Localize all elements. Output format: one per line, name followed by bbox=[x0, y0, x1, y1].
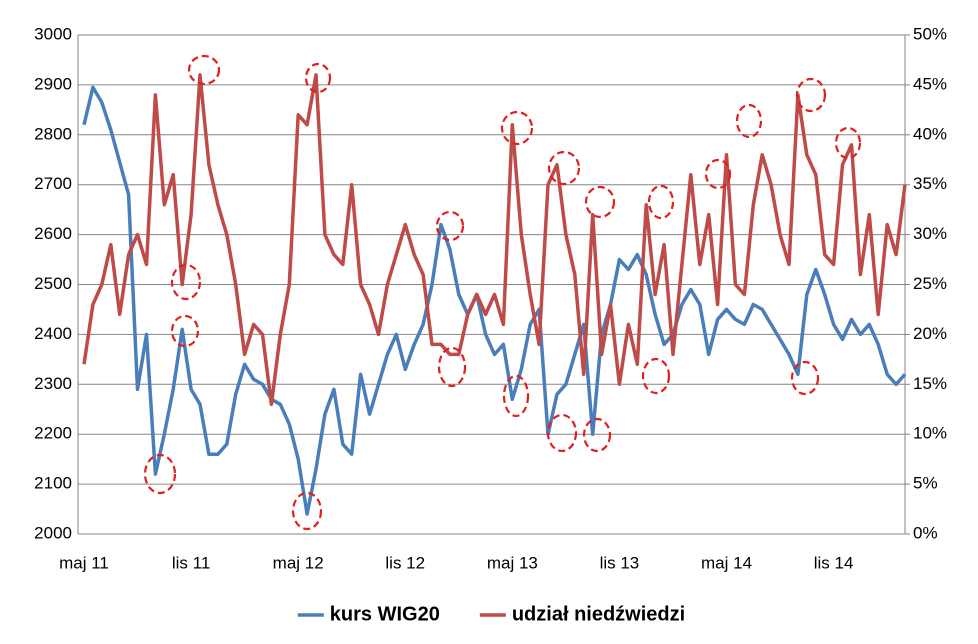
legend-label: udział niedźwiedzi bbox=[512, 603, 685, 625]
y2-tick-label: 10% bbox=[913, 424, 947, 443]
annotation-circle bbox=[641, 357, 671, 395]
y-tick-label: 2300 bbox=[34, 374, 72, 393]
x-tick-label: lis 12 bbox=[385, 553, 425, 572]
y-tick-label: 2000 bbox=[34, 523, 72, 542]
x-tick-label: maj 12 bbox=[273, 553, 324, 572]
annotation-circle bbox=[546, 413, 578, 453]
legend-label: kurs WIG20 bbox=[330, 603, 440, 625]
x-tick-label: maj 11 bbox=[59, 553, 109, 572]
annotation-circle bbox=[437, 346, 467, 388]
y-tick-label: 2700 bbox=[34, 174, 72, 193]
annotation-circle bbox=[795, 77, 827, 113]
annotation-circle bbox=[647, 184, 675, 220]
y2-tick-label: 15% bbox=[913, 374, 947, 393]
annotations bbox=[143, 54, 862, 531]
y-tick-label: 2500 bbox=[34, 274, 72, 293]
y-tick-label: 2900 bbox=[34, 74, 72, 93]
x-tick-label: maj 14 bbox=[701, 553, 752, 572]
y2-tick-label: 25% bbox=[913, 274, 947, 293]
y-tick-label: 2600 bbox=[34, 224, 72, 243]
annotation-circle bbox=[291, 491, 323, 531]
y2-tick-label: 40% bbox=[913, 124, 947, 143]
annotation-circle bbox=[834, 126, 862, 160]
grid bbox=[78, 34, 905, 535]
annotation-circle bbox=[547, 150, 581, 186]
annotation-circle bbox=[170, 263, 202, 301]
annotation-circle bbox=[304, 62, 332, 94]
annotation-circle bbox=[502, 374, 530, 418]
x-tick-label: lis 13 bbox=[600, 553, 640, 572]
annotation-circle bbox=[187, 54, 221, 86]
annotation-circle bbox=[735, 103, 763, 139]
y-tick-label: 3000 bbox=[34, 24, 72, 43]
y2-tick-label: 30% bbox=[913, 224, 947, 243]
y2-tick-label: 50% bbox=[913, 24, 947, 43]
series-line bbox=[82, 73, 907, 407]
x-tick-label: maj 13 bbox=[487, 553, 538, 572]
annotation-circle bbox=[143, 453, 177, 495]
y2-tick-label: 35% bbox=[913, 174, 947, 193]
y2-tick-label: 45% bbox=[913, 74, 947, 93]
series-line bbox=[82, 85, 907, 516]
annotation-circle bbox=[170, 314, 200, 348]
x-tick-label: lis 11 bbox=[172, 553, 210, 572]
annotation-circle bbox=[584, 185, 616, 219]
y-tick-label: 2200 bbox=[34, 424, 72, 443]
x-tick-label: lis 14 bbox=[814, 553, 854, 572]
annotation-circle bbox=[582, 417, 612, 453]
y-tick-label: 2100 bbox=[34, 474, 72, 493]
annotation-circle bbox=[704, 158, 732, 190]
annotation-circle bbox=[790, 360, 820, 396]
annotation-circle bbox=[435, 210, 465, 242]
y2-tick-label: 20% bbox=[913, 324, 947, 343]
y-tick-label: 2800 bbox=[34, 124, 72, 143]
y2-tick-label: 0% bbox=[913, 523, 938, 542]
y2-tick-label: 5% bbox=[913, 474, 938, 493]
y-tick-label: 2400 bbox=[34, 324, 72, 343]
annotation-circle bbox=[500, 110, 534, 146]
